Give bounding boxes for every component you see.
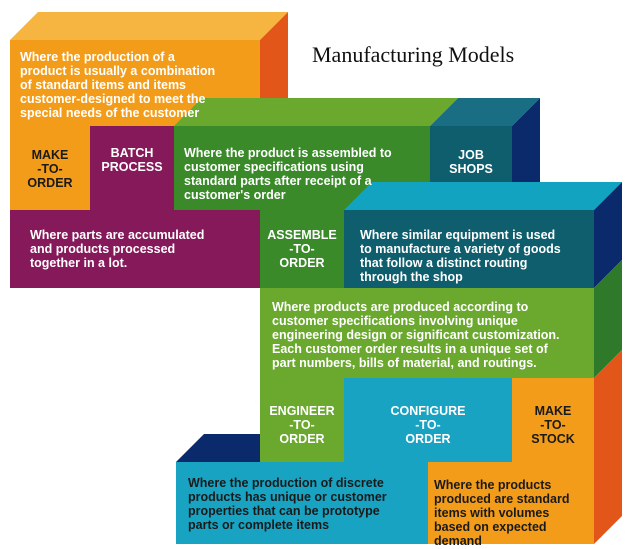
engineer-to-order-description: Where products are produced according to… (272, 300, 560, 370)
configure-to-order-description: Where the production of discrete product… (188, 476, 387, 532)
make-to-stock-side-face (594, 350, 622, 544)
batch-process-label: BATCH PROCESS (101, 146, 163, 174)
make-to-stock-label: MAKE -TO- STOCK (531, 404, 575, 446)
batch-process-block (90, 126, 174, 210)
configure-to-order-label: CONFIGURE -TO- ORDER (390, 404, 466, 446)
engineer-to-order-label: ENGINEER -TO- ORDER (269, 404, 335, 446)
make-to-order-top-face (10, 12, 288, 40)
job-shops-desc-block (344, 210, 594, 288)
assemble-to-order-top-face (174, 98, 458, 126)
job-shops-desc-top-face (344, 182, 622, 210)
configure-to-order-desc-top-face (176, 434, 260, 462)
configure-to-order-desc-block (176, 462, 428, 544)
batch-process-description: Where parts are accumulated and products… (30, 228, 205, 270)
engineer-to-order-side-face (594, 260, 622, 378)
job-shops-top-face (430, 98, 540, 126)
make-to-order-label: MAKE -TO- ORDER (27, 148, 73, 190)
make-to-stock-desc-block (428, 462, 594, 544)
make-to-stock-block (512, 378, 594, 462)
job-shops-desc-side-face (594, 182, 622, 288)
make-to-stock-description: Where the products produced are standard… (434, 478, 570, 548)
assemble-to-order-block (260, 210, 344, 288)
assemble-to-order-label: ASSEMBLE -TO- ORDER (267, 228, 337, 270)
make-to-order-description: Where the production of a product is usu… (20, 50, 216, 120)
diagram-title: Manufacturing Models (312, 42, 515, 67)
engineer-to-order-block (260, 378, 344, 462)
make-to-order-side-face (260, 12, 288, 126)
job-shops-description: Where similar equipment is used to manuf… (360, 228, 561, 284)
assemble-to-order-description: Where the product is assembled to custom… (184, 146, 392, 202)
configure-to-order-block (344, 378, 512, 462)
engineer-to-order-desc-block (260, 288, 594, 378)
job-shops-label: JOB SHOPS (449, 148, 493, 176)
batch-process-desc-block (10, 210, 260, 288)
make-to-order-block (10, 126, 90, 210)
